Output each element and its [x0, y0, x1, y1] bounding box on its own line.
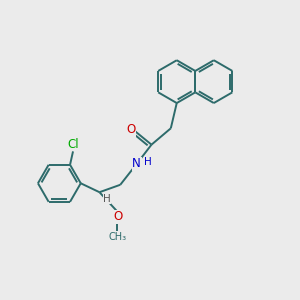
Text: O: O [113, 210, 122, 224]
Text: O: O [127, 123, 136, 136]
Text: Cl: Cl [68, 138, 79, 151]
Text: CH₃: CH₃ [108, 232, 126, 242]
Text: N: N [132, 158, 141, 170]
Text: H: H [144, 157, 152, 167]
Text: H: H [103, 194, 111, 204]
